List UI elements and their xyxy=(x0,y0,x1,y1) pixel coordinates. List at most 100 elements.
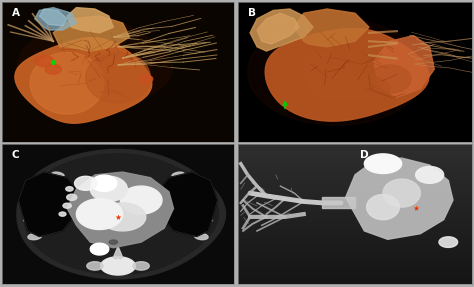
Bar xyxy=(238,245,472,247)
Polygon shape xyxy=(113,246,123,259)
Bar xyxy=(238,192,472,194)
Bar xyxy=(238,236,472,238)
Bar xyxy=(238,183,472,185)
Bar xyxy=(238,170,472,172)
Bar xyxy=(238,208,472,210)
Bar xyxy=(238,240,472,242)
Polygon shape xyxy=(24,217,36,222)
Polygon shape xyxy=(17,150,226,279)
Bar xyxy=(238,229,472,231)
Polygon shape xyxy=(28,233,42,240)
Bar xyxy=(238,188,472,190)
Polygon shape xyxy=(346,158,453,239)
Bar xyxy=(238,212,472,213)
Polygon shape xyxy=(185,183,199,189)
Polygon shape xyxy=(369,65,411,93)
Polygon shape xyxy=(87,262,103,270)
Polygon shape xyxy=(250,9,313,51)
Polygon shape xyxy=(15,38,152,123)
Polygon shape xyxy=(322,197,355,208)
Polygon shape xyxy=(365,154,401,173)
Bar xyxy=(238,252,472,254)
Bar xyxy=(238,142,472,144)
Polygon shape xyxy=(265,28,429,121)
Text: A: A xyxy=(12,8,19,18)
Polygon shape xyxy=(155,172,218,236)
Bar xyxy=(238,249,472,251)
Bar xyxy=(238,227,472,229)
Bar xyxy=(238,144,472,146)
Bar xyxy=(238,218,472,220)
Polygon shape xyxy=(53,16,129,51)
Polygon shape xyxy=(294,9,369,47)
Polygon shape xyxy=(63,203,71,208)
Polygon shape xyxy=(66,187,73,191)
Bar xyxy=(238,148,472,150)
Bar xyxy=(238,263,472,265)
Bar xyxy=(238,169,472,171)
Bar xyxy=(238,160,472,162)
Bar xyxy=(238,272,472,274)
Polygon shape xyxy=(304,53,350,86)
Bar xyxy=(238,215,472,217)
Bar xyxy=(238,233,472,234)
Bar xyxy=(238,266,472,268)
Polygon shape xyxy=(257,13,299,44)
Bar xyxy=(238,185,472,187)
Bar xyxy=(238,195,472,197)
Polygon shape xyxy=(120,186,162,214)
Polygon shape xyxy=(35,55,53,66)
Polygon shape xyxy=(86,53,150,103)
Bar xyxy=(238,194,472,195)
Bar xyxy=(238,259,472,261)
Bar xyxy=(238,220,472,222)
Polygon shape xyxy=(367,195,399,220)
Bar xyxy=(238,172,472,174)
Bar xyxy=(238,231,472,233)
Bar xyxy=(238,222,472,224)
Polygon shape xyxy=(76,199,123,230)
Bar xyxy=(238,274,472,275)
Bar xyxy=(238,203,472,204)
Bar xyxy=(238,265,472,266)
Bar xyxy=(238,206,472,208)
Bar xyxy=(238,213,472,215)
Polygon shape xyxy=(309,72,365,100)
Bar xyxy=(238,234,472,236)
Polygon shape xyxy=(172,172,184,178)
Bar xyxy=(238,181,472,183)
Text: D: D xyxy=(360,150,368,160)
Bar xyxy=(238,179,472,181)
Bar xyxy=(238,158,472,160)
Polygon shape xyxy=(416,166,444,183)
Polygon shape xyxy=(90,176,128,201)
Bar xyxy=(238,243,472,245)
Polygon shape xyxy=(30,53,104,114)
Polygon shape xyxy=(37,183,51,189)
Bar xyxy=(238,201,472,203)
Text: B: B xyxy=(248,8,256,18)
Bar xyxy=(238,162,472,164)
Bar xyxy=(238,176,472,178)
Bar xyxy=(238,270,472,272)
Bar xyxy=(238,217,472,218)
Bar xyxy=(238,247,472,249)
Polygon shape xyxy=(67,172,173,248)
Bar xyxy=(238,257,472,259)
Bar xyxy=(238,275,472,277)
Bar xyxy=(238,167,472,169)
Bar xyxy=(238,210,472,212)
Bar xyxy=(238,256,472,257)
Polygon shape xyxy=(383,179,420,207)
Bar xyxy=(238,149,472,151)
Polygon shape xyxy=(133,262,149,270)
Text: C: C xyxy=(12,150,19,160)
Bar xyxy=(238,151,472,153)
Bar xyxy=(238,156,472,158)
Polygon shape xyxy=(439,237,457,247)
Bar xyxy=(238,165,472,167)
Bar xyxy=(238,146,472,148)
Bar xyxy=(238,250,472,252)
Bar xyxy=(238,155,472,156)
Polygon shape xyxy=(100,257,136,275)
